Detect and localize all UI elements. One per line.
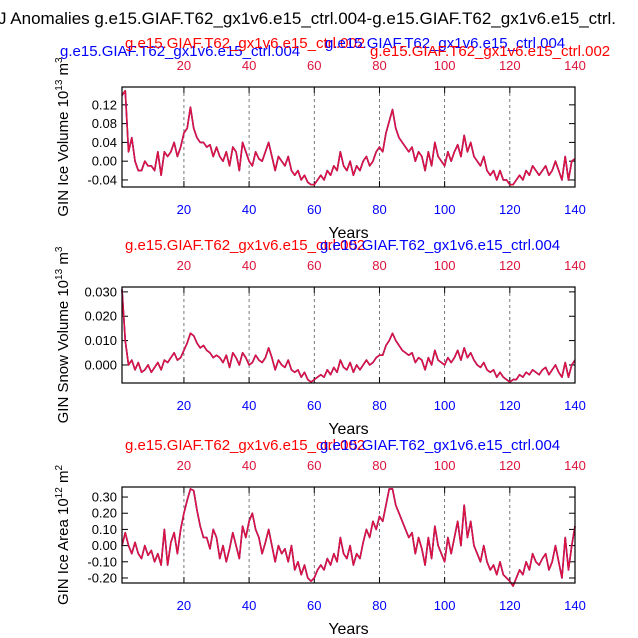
panel-subtitle: g.e15.GIAF.T62_gx1v6.e15_ctrl.002 [125,437,365,454]
y-axis-label-exponent: 13 [54,79,65,91]
y-axis-label-exponent: 12 [54,487,65,499]
plot-frame [121,486,576,584]
x-axis-label: Years [328,225,368,242]
panel-subtitle: g.e15.GIAF.T62_gx1v6.e15_ctrl.002 [125,35,365,52]
x-tick-label: 40 [242,598,256,613]
x-tick-label-top: 120 [499,58,521,73]
x-tick-label-top: 140 [564,458,586,473]
series-line [121,488,576,587]
y-axis-label-part: m [55,252,72,269]
y-tick-label: 0.30 [92,490,117,505]
x-tick-label: 60 [307,202,321,217]
y-tick-label: -0.20 [87,570,117,585]
x-tick-label: 140 [564,598,586,613]
x-tick-label: 140 [564,398,586,413]
panel-subtitle: g.e15.GIAF.T62_gx1v6.e15_ctrl.004 [320,437,560,454]
x-tick-label: 20 [177,398,191,413]
y-tick-label: 0.000 [84,357,117,372]
y-tick-label: 0.20 [92,506,117,521]
x-tick-label-top: 40 [242,458,256,473]
x-tick-label-top: 80 [372,258,386,273]
y-tick-label: 0.04 [92,135,117,150]
y-tick-label: 0.12 [92,97,117,112]
y-axis-label-part: m [55,63,72,80]
x-tick-label-top: 120 [499,458,521,473]
y-tick-label: -0.04 [87,172,117,187]
y-tick-label: 0.020 [84,309,117,324]
x-tick-label: 80 [372,598,386,613]
y-tick-label: 0.10 [92,522,117,537]
x-tick-label: 80 [372,398,386,413]
y-axis-label-exponent: 2 [54,465,65,471]
x-tick-label-top: 140 [564,258,586,273]
y-axis-label-part: GIN Ice Area 10 [55,498,72,605]
x-tick-label: 120 [499,598,521,613]
x-tick-label-top: 40 [242,258,256,273]
y-axis-label-part: m [55,471,72,488]
y-axis-label: GIN Snow Volume 1013 m3 [54,246,72,423]
x-tick-label: 40 [242,398,256,413]
x-tick-label: 120 [499,398,521,413]
x-tick-label: 140 [564,202,586,217]
x-tick-label-top: 100 [434,58,456,73]
panel-subtitle: g.e15.GIAF.T62_gx1v6.e15_ctrl.002 [370,43,610,60]
y-axis-label: GIN Ice Volume 1013 m3 [54,57,72,217]
plot-frame [121,86,576,188]
panel-subtitle: g.e15.GIAF.T62_gx1v6.e15_ctrl.002 [125,237,365,254]
x-tick-label-top: 40 [242,58,256,73]
y-axis-label-exponent: 13 [54,268,65,280]
panel-subtitle: g.e15.GIAF.T62_gx1v6.e15_ctrl.004 [325,35,565,52]
y-tick-label: 0.08 [92,116,117,131]
x-tick-label-top: 20 [177,458,191,473]
x-tick-label: 100 [434,598,456,613]
x-tick-label-top: 20 [177,258,191,273]
x-tick-label-top: 60 [307,258,321,273]
x-axis-label: Years [328,421,368,438]
x-tick-label: 20 [177,202,191,217]
y-tick-label: 0.030 [84,284,117,299]
y-axis-label: GIN Ice Area 1012 m2 [54,465,72,606]
y-axis-label-exponent: 3 [54,57,65,63]
x-tick-label: 100 [434,202,456,217]
x-tick-label-top: 60 [307,458,321,473]
x-tick-label: 60 [307,398,321,413]
x-tick-label: 80 [372,202,386,217]
x-tick-label: 20 [177,598,191,613]
panel-subtitle: g.e15.GIAF.T62_gx1v6.e15_ctrl.004 [60,43,300,60]
y-tick-label: 0.00 [92,154,117,169]
x-tick-label-top: 80 [372,58,386,73]
plot-frame [121,286,576,384]
x-tick-label-top: 60 [307,58,321,73]
series-line [121,89,576,186]
x-tick-label-top: 100 [434,258,456,273]
series-line [121,89,576,186]
x-tick-label-top: 140 [564,58,586,73]
y-axis-label-part: GIN Ice Volume 10 [55,91,72,217]
x-tick-label: 40 [242,202,256,217]
y-tick-label: 0.010 [84,333,117,348]
y-tick-label: 0.00 [92,538,117,553]
x-tick-label: 60 [307,598,321,613]
x-tick-label-top: 120 [499,258,521,273]
y-axis-label-exponent: 3 [54,246,65,252]
series-line [121,488,576,587]
x-tick-label-top: 100 [434,458,456,473]
x-axis-label: Years [328,621,368,638]
x-tick-label-top: 80 [372,458,386,473]
x-tick-label: 100 [434,398,456,413]
y-tick-label: -0.10 [87,554,117,569]
figure-title: J Anomalies g.e15.GIAF.T62_gx1v6.e15_ctr… [0,9,616,28]
x-tick-label: 120 [499,202,521,217]
x-tick-label-top: 20 [177,58,191,73]
y-axis-label-part: GIN Snow Volume 10 [55,280,72,423]
series-line [121,289,576,383]
panel-subtitle: g.e15.GIAF.T62_gx1v6.e15_ctrl.004 [320,237,560,254]
